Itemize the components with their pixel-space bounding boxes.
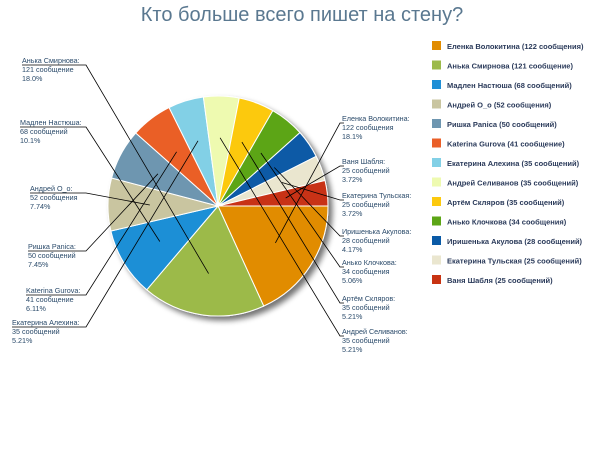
callout-label: 34 сообщения	[342, 267, 390, 276]
legend-swatch	[432, 236, 441, 245]
callout-label: Анька Смирнова:	[22, 56, 80, 65]
callout-label: 6.11%	[26, 304, 46, 313]
legend-label: Анька Смирнова (121 сообщение)	[447, 62, 573, 71]
callout-label: Ришка Panica:	[28, 242, 76, 251]
callout-label: 10.1%	[20, 136, 41, 145]
legend-label: Мадлен Настюша (68 сообщений)	[447, 81, 572, 90]
callout-label: 121 сообщение	[22, 65, 74, 74]
callout-leader-line	[26, 151, 177, 296]
legend-label: Андрей О_о (52 сообщения)	[447, 101, 552, 110]
callout-label: 18.0%	[22, 74, 43, 83]
callout-label: 3.72%	[342, 209, 363, 218]
legend-swatch	[432, 60, 441, 70]
callout-label: 35 сообщений	[12, 327, 60, 336]
legend-swatch	[432, 138, 441, 148]
pie-slice	[146, 205, 265, 317]
callout-label: 25 сообщений	[342, 166, 390, 175]
legend-label: Иришенька Акулова (28 сообщений)	[447, 237, 583, 246]
legend-swatch	[432, 158, 441, 167]
legend-label: Андрей Селиванов (35 сообщений)	[447, 179, 579, 188]
callout-leader-line	[28, 173, 159, 252]
callout-leader-line	[260, 152, 344, 268]
callout-leader-line	[20, 126, 161, 242]
pie-slices	[107, 95, 329, 317]
callout-label: Иришенька Акулова:	[342, 227, 411, 236]
legend-swatch	[432, 255, 441, 265]
callout-leader-line	[219, 137, 344, 337]
legend-label: Анько Клочкова (34 сообщения)	[447, 218, 567, 227]
legend-swatch	[432, 99, 441, 109]
callout-label: 41 сообщение	[26, 295, 74, 304]
callout-leader-line	[274, 167, 344, 237]
callout-label: 5.21%	[342, 312, 363, 321]
legend-label: Ришка Panica (50 сообщений)	[447, 120, 557, 129]
callout-label: 25 сообщений	[342, 200, 390, 209]
legend-label: Артём Скляров (35 сообщений)	[447, 198, 565, 207]
legend-swatch	[432, 216, 441, 226]
callout-label: 18.1%	[342, 132, 363, 141]
callout-label: 5.21%	[12, 336, 33, 345]
chart-title: Кто больше всего пишет на стену?	[140, 4, 464, 26]
legend-label: Ваня Шабля (25 сообщений)	[447, 276, 553, 285]
legend-label: Екатерина Алехина (35 сообщений)	[447, 159, 580, 168]
callout-label: Ваня Шабля:	[342, 157, 385, 166]
callout-label: 4.17%	[342, 245, 363, 254]
callout-label: Анько Клочкова:	[342, 258, 397, 267]
callout-leader-line	[12, 140, 199, 328]
pie-slice	[217, 205, 329, 307]
callout-label: 122 сообщения	[342, 123, 394, 132]
callout-label: Екатерина Тульская:	[342, 191, 411, 200]
callout-leader-line	[30, 192, 150, 206]
legend-swatch	[432, 197, 441, 206]
callout-leader-line	[241, 141, 344, 304]
callout-label: 3.72%	[342, 175, 363, 184]
callout-label: 68 сообщений	[20, 127, 68, 136]
callout-label: Андрей О_о:	[30, 184, 73, 193]
legend-swatch	[432, 80, 441, 89]
legend-label: Екатерина Тульская (25 сообщений)	[447, 257, 582, 266]
callout-label: 52 сообщения	[30, 193, 78, 202]
legend-label: Еленка Волокитина (122 сообщения)	[447, 42, 584, 51]
callout-label: 7.45%	[28, 260, 49, 269]
callout-label: 5.21%	[342, 345, 363, 354]
callout-leader-line	[22, 64, 209, 274]
callout-label: Еленка Волокитина:	[342, 114, 410, 123]
legend: Еленка Волокитина (122 сообщения) Анька С…	[432, 41, 584, 285]
callout-label: Андрей Селиванов:	[342, 327, 408, 336]
callout-label: 50 сообщений	[28, 251, 76, 260]
callout-label: Артём Скляров:	[342, 294, 395, 303]
callout-label: 35 сообщений	[342, 336, 390, 345]
callout-leader-line	[275, 122, 344, 244]
legend-swatch	[432, 275, 441, 284]
legend-swatch	[432, 119, 441, 128]
callout-label: Екатерина Алехина:	[12, 318, 80, 327]
callout-label: 5.06%	[342, 276, 363, 285]
callout-label: 7.74%	[30, 202, 51, 211]
legend-label: Katerina Gurova (41 сообщение)	[447, 140, 565, 149]
legend-swatch	[432, 41, 441, 50]
callout-label: Katerina Gurova:	[26, 286, 80, 295]
callout-leader-line	[285, 165, 344, 199]
callout-label: 35 сообщений	[342, 303, 390, 312]
legend-swatch	[432, 177, 441, 187]
callout-label: Мадлен Настюша:	[20, 118, 82, 127]
callout-label: 28 сообщений	[342, 236, 390, 245]
